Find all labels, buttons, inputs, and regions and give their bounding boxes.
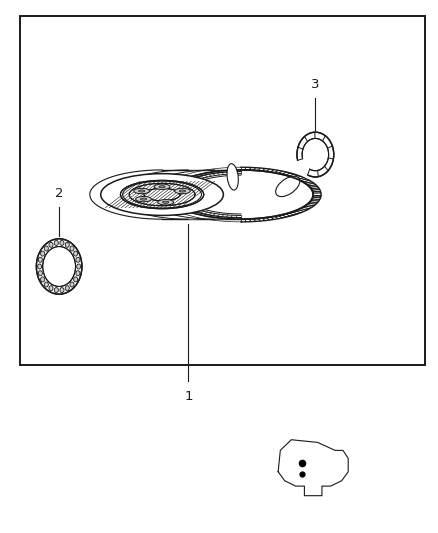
Ellipse shape	[76, 271, 80, 276]
Ellipse shape	[38, 271, 42, 276]
Ellipse shape	[182, 176, 206, 197]
Ellipse shape	[120, 180, 204, 209]
Bar	[20, 16, 425, 365]
Ellipse shape	[54, 240, 58, 245]
Ellipse shape	[134, 188, 149, 193]
Ellipse shape	[162, 201, 169, 203]
Ellipse shape	[38, 257, 42, 262]
Ellipse shape	[175, 188, 191, 193]
Ellipse shape	[136, 197, 152, 202]
Ellipse shape	[159, 185, 165, 188]
Ellipse shape	[65, 286, 69, 290]
Ellipse shape	[60, 288, 64, 293]
Ellipse shape	[74, 251, 78, 256]
Ellipse shape	[49, 243, 53, 247]
Ellipse shape	[74, 277, 78, 282]
Ellipse shape	[101, 174, 223, 215]
Ellipse shape	[36, 239, 82, 294]
Ellipse shape	[76, 257, 80, 262]
Ellipse shape	[60, 240, 64, 245]
Ellipse shape	[140, 198, 147, 200]
Ellipse shape	[54, 288, 58, 293]
Text: 2: 2	[55, 188, 64, 200]
Text: 3: 3	[311, 78, 320, 91]
Ellipse shape	[38, 264, 42, 269]
Ellipse shape	[154, 184, 170, 189]
Ellipse shape	[70, 282, 74, 287]
Ellipse shape	[302, 139, 328, 171]
Ellipse shape	[44, 246, 48, 251]
Ellipse shape	[158, 199, 173, 205]
Ellipse shape	[70, 246, 74, 251]
Ellipse shape	[43, 247, 75, 286]
Ellipse shape	[297, 132, 334, 177]
Ellipse shape	[65, 243, 69, 247]
Polygon shape	[296, 155, 315, 177]
Ellipse shape	[179, 190, 186, 192]
Ellipse shape	[77, 264, 81, 269]
Ellipse shape	[41, 277, 45, 282]
Ellipse shape	[227, 164, 238, 190]
Ellipse shape	[41, 251, 45, 256]
Text: 1: 1	[184, 390, 193, 403]
Ellipse shape	[49, 286, 53, 290]
Ellipse shape	[276, 176, 300, 197]
Ellipse shape	[138, 190, 145, 192]
Ellipse shape	[44, 282, 48, 287]
Ellipse shape	[169, 170, 313, 219]
